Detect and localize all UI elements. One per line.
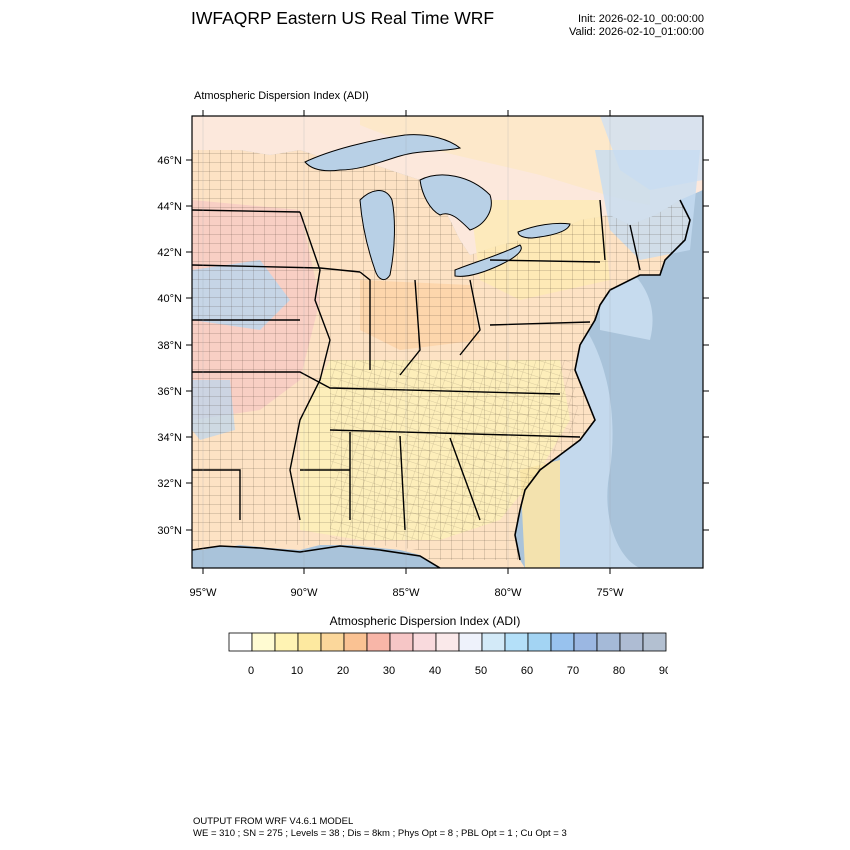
colorbar-box: [435, 632, 460, 652]
colorbar-tick-label: 60: [521, 665, 533, 677]
gulf-of-mexico: [192, 546, 440, 568]
colorbar-box: [343, 632, 368, 652]
lat-axis: 46°N 44°N 42°N 40°N 38°N 36°N 34°N 32°N …: [157, 155, 709, 537]
atlantic-coastline: [514, 199, 691, 561]
colorbar-box: [573, 632, 598, 652]
colorbar-box: [228, 632, 253, 652]
colorbar-box: [550, 632, 575, 652]
lon-label: 80°W: [494, 587, 522, 599]
colorbar-box: [412, 632, 437, 652]
colorbar-tick-label: 10: [291, 665, 303, 677]
lat-label: 38°N: [157, 340, 182, 352]
lon-label: 85°W: [392, 587, 420, 599]
colorbar-box: [389, 632, 414, 652]
colorbar-tick-label: 40: [429, 665, 441, 677]
colorbar-tick-label: 70: [567, 665, 579, 677]
lake-michigan: [359, 190, 395, 281]
colorbar-tick-label: 80: [613, 665, 625, 677]
model-footer: OUTPUT FROM WRF V4.6.1 MODEL WE = 310 ; …: [193, 816, 567, 839]
colorbar-box: [619, 632, 644, 652]
colorbar-box: [596, 632, 621, 652]
plot-field-title: Atmospheric Dispersion Index (ADI): [194, 90, 369, 102]
lat-label: 36°N: [157, 386, 182, 398]
lat-label: 46°N: [157, 155, 182, 167]
colorbar-box: [642, 632, 667, 652]
lake-superior: [304, 134, 462, 172]
colorbar-box: [251, 632, 276, 652]
lat-label: 40°N: [157, 293, 182, 305]
lon-axis: 95°W 90°W 85°W 80°W 75°W: [189, 110, 624, 599]
main-title: IWFAQRP Eastern US Real Time WRF: [191, 8, 495, 28]
lon-label: 95°W: [189, 587, 217, 599]
colorbar-title: Atmospheric Dispersion Index (ADI): [329, 614, 521, 628]
great-lakes: [304, 134, 571, 281]
colorbar-box: [504, 632, 529, 652]
colorbar-boxes: [228, 632, 667, 652]
lake-huron: [419, 174, 492, 231]
init-time: Init: 2026-02-10_00:00:00: [578, 13, 704, 25]
colorbar: 0102030405060708090100: [228, 632, 668, 677]
colorbar-box: [366, 632, 391, 652]
colorbar-box: [458, 632, 483, 652]
colorbar-box: [320, 632, 345, 652]
lat-label: 32°N: [157, 478, 182, 490]
footer-line-2: WE = 310 ; SN = 275 ; Levels = 38 ; Dis …: [193, 827, 567, 839]
lat-label: 34°N: [157, 432, 182, 444]
lat-label: 44°N: [157, 201, 182, 213]
colorbar-tick-label: 20: [337, 665, 349, 677]
lake-ontario: [517, 222, 571, 239]
graticule: [202, 116, 611, 568]
colorbar-tick-label: 50: [475, 665, 487, 677]
colorbar-tick-label: 90: [659, 665, 668, 677]
colorbar-box: [481, 632, 506, 652]
footer-line-1: OUTPUT FROM WRF V4.6.1 MODEL: [193, 816, 354, 827]
map-panel: 46°N 44°N 42°N 40°N 38°N 36°N 34°N 32°N …: [157, 110, 709, 599]
lat-label: 42°N: [157, 247, 182, 259]
valid-time: Valid: 2026-02-10_01:00:00: [569, 26, 704, 38]
run-times: Init: 2026-02-10_00:00:00 Valid: 2026-02…: [569, 13, 704, 39]
florida-east-coast: [520, 460, 560, 568]
lat-label: 30°N: [157, 525, 182, 537]
gulf-coastline: [192, 545, 441, 568]
colorbar-box: [274, 632, 299, 652]
coastal-water: [560, 300, 640, 568]
lake-erie: [454, 244, 522, 277]
map-frame: [191, 115, 704, 569]
map-area: [192, 116, 703, 568]
colorbar-box: [297, 632, 322, 652]
lon-label: 75°W: [596, 587, 624, 599]
lon-label: 90°W: [290, 587, 318, 599]
colorbar-tick-label: 0: [248, 665, 254, 677]
colorbar-tick-label: 30: [383, 665, 395, 677]
colorbar-tick-labels: 0102030405060708090100: [248, 665, 668, 677]
county-boundaries: [192, 150, 690, 560]
state-borders: [192, 199, 641, 531]
colorbar-box: [527, 632, 552, 652]
